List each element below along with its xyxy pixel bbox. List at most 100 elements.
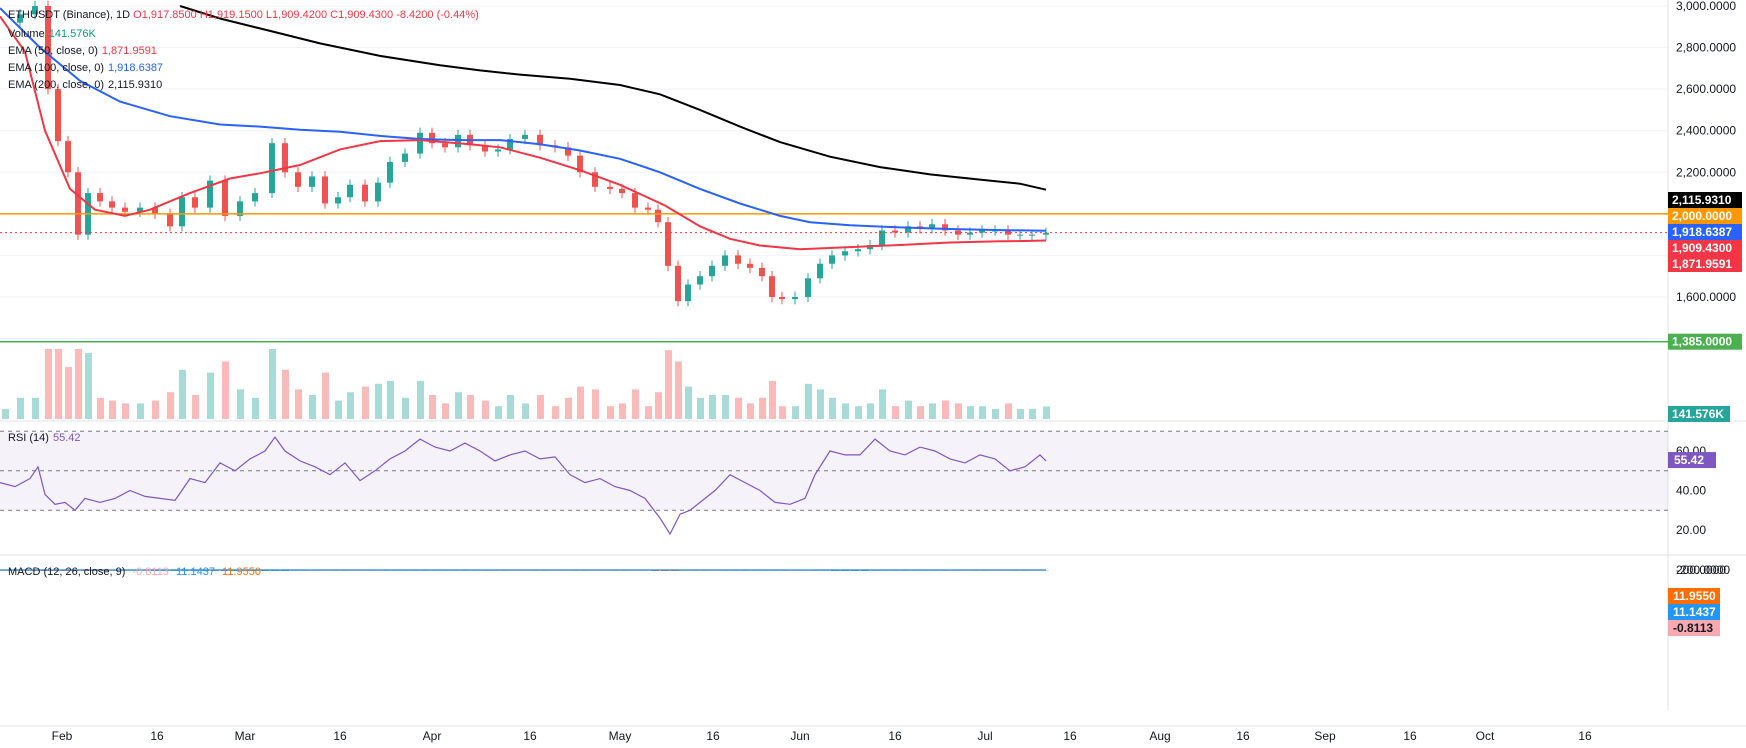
volume-bar — [97, 397, 104, 419]
volume-bar — [917, 406, 924, 419]
volume-bar — [495, 406, 502, 419]
volume-bar — [85, 353, 92, 419]
volume-bar — [817, 389, 824, 419]
volume-bar — [655, 392, 662, 419]
price-axis-tick-label: 2,400.0000 — [1676, 124, 1736, 138]
symbol-legend: ETHUSDT (Binance), 1D O1,917.8500 H1,919… — [8, 8, 479, 22]
macd-badge — [1668, 620, 1720, 636]
candle-body — [1029, 234, 1035, 236]
candle-body — [295, 172, 301, 187]
volume-bar — [747, 403, 754, 419]
volume-bar — [805, 383, 812, 419]
candle-body — [829, 255, 835, 264]
volume-bar — [855, 406, 862, 419]
ema50-legend: EMA (50, close, 0) 1,871.9591 — [8, 45, 157, 57]
volume-bar — [45, 349, 52, 419]
volume-bar — [237, 389, 244, 419]
volume-bar — [482, 400, 489, 419]
candle-body — [167, 213, 173, 227]
volume-bar — [565, 397, 572, 419]
volume-bar — [167, 392, 174, 419]
candle-body — [45, 6, 51, 90]
level-badge-label: 1,385.0000 — [1672, 335, 1732, 349]
time-axis-tick-label: Jul — [977, 729, 992, 743]
volume-bar — [65, 367, 72, 419]
candle-body — [759, 267, 765, 277]
level-badge — [1668, 333, 1742, 350]
candle-body — [97, 193, 103, 202]
candle-body — [722, 255, 728, 266]
candle-body — [222, 180, 228, 216]
candle-body — [565, 147, 571, 156]
price-axis-tick-label: 1,600.0000 — [1676, 290, 1736, 304]
volume-bar — [829, 397, 836, 419]
volume-bar — [592, 389, 599, 419]
volume-bar — [32, 397, 39, 419]
time-axis-tick-label: Oct — [1476, 729, 1495, 743]
volume-bar — [179, 369, 186, 419]
volume-bar — [905, 400, 912, 419]
volume-bar — [992, 409, 999, 419]
candle-body — [137, 207, 143, 212]
macd-badge-label: 11.9550 — [1673, 589, 1716, 603]
time-axis-tick-label: Aug — [1149, 729, 1170, 743]
candle-body — [619, 188, 625, 194]
volume-badge-label: 141.576K — [1672, 407, 1724, 421]
volume-bar — [607, 406, 614, 419]
candle-body — [122, 207, 128, 212]
ema100-legend: EMA (100, close, 0) 1,918.6387 — [8, 62, 164, 74]
volume-bar — [2, 409, 9, 419]
price-badge-label: 1,871.9591 — [1672, 257, 1732, 271]
volume-bar — [675, 361, 682, 419]
candle-body — [577, 155, 583, 173]
volume-bar — [955, 403, 962, 419]
volume-bar — [467, 395, 474, 419]
volume-bar — [295, 389, 302, 419]
macd-axis-tick-label: 200.0000 — [1676, 563, 1726, 577]
volume-bar — [722, 395, 729, 419]
price-badge — [1668, 256, 1742, 272]
candle-body — [375, 182, 381, 202]
volume-bar — [362, 386, 369, 419]
macd-axis-tick-label: -200.0000 — [1676, 563, 1730, 577]
volume-bar — [967, 406, 974, 419]
candle-body — [632, 193, 638, 208]
candle-body — [792, 297, 798, 300]
candle-body — [537, 134, 543, 146]
volume-bar — [577, 386, 584, 419]
time-axis-tick-label: 16 — [1063, 729, 1077, 743]
volume-bar — [109, 400, 116, 419]
time-axis-tick-label: May — [609, 729, 632, 743]
candle-body — [179, 197, 185, 227]
time-axis-tick-label: Jun — [790, 729, 809, 743]
candle-body — [309, 176, 315, 187]
volume-bar — [685, 386, 692, 419]
candle-body — [455, 134, 461, 148]
volume-bar — [55, 349, 62, 419]
ema200-legend: EMA (200, close, 0) 2,115.9310 — [8, 79, 163, 91]
volume-bar — [979, 406, 986, 419]
candle-body — [387, 161, 393, 183]
volume-bar — [282, 369, 289, 419]
time-axis-tick-label: Apr — [423, 729, 442, 743]
volume-bar — [152, 400, 159, 419]
candle-body — [769, 276, 775, 297]
time-axis-tick-label: 16 — [888, 729, 902, 743]
volume-bar — [402, 397, 409, 419]
candle-body — [805, 278, 811, 297]
candle-body — [697, 276, 703, 285]
candle-body — [252, 193, 258, 202]
macd-legend: MACD (12, 26, close, 9) -0.8113 11.1437 … — [8, 566, 261, 578]
candle-body — [842, 251, 848, 256]
candle-body — [522, 134, 528, 140]
volume-legend: Volume 141.576K — [8, 28, 96, 40]
candle-body — [892, 230, 898, 233]
candle-body — [709, 265, 715, 277]
volume-bar — [619, 403, 626, 419]
volume-bar — [252, 397, 259, 419]
candle-body — [495, 149, 501, 152]
candle-body — [282, 143, 288, 173]
time-axis-tick-label: 16 — [706, 729, 720, 743]
volume-bar — [222, 361, 229, 419]
